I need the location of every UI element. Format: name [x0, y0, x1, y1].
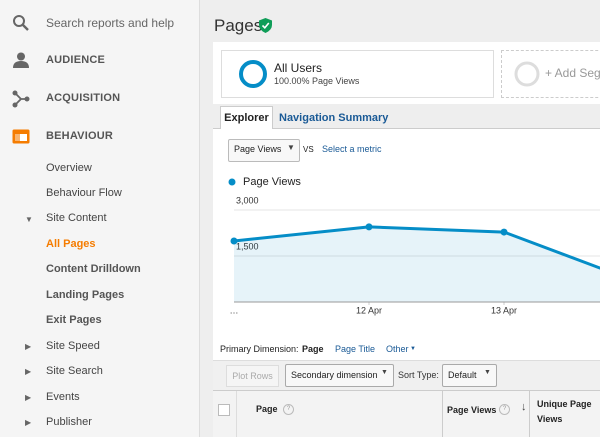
- verified-icon: [259, 18, 272, 33]
- select-metric[interactable]: Select a metric: [322, 144, 382, 154]
- column-divider: [529, 391, 530, 437]
- chart: 1,500 3,000 … 12 Apr 13 Apr: [230, 195, 600, 315]
- sort-dropdown[interactable]: [442, 364, 497, 387]
- legend-dot: [228, 178, 236, 186]
- search-input[interactable]: Search reports and help: [46, 16, 175, 30]
- dimension-label: Primary Dimension:: [220, 344, 299, 354]
- secondary-dimension[interactable]: [285, 364, 394, 387]
- plot-rows[interactable]: Plot Rows: [226, 365, 279, 387]
- secondary-dimension-label: Secondary dimension: [291, 370, 378, 380]
- main-panel: Pages All Users 100.00% Page Views + Add…: [200, 0, 600, 437]
- nav-behaviour[interactable]: BEHAVIOUR: [46, 130, 113, 142]
- nav-audience[interactable]: AUDIENCE: [46, 54, 106, 66]
- line: [233, 225, 600, 270]
- tab-explorer[interactable]: Explorer: [220, 106, 273, 129]
- add-segment-donut: [514, 61, 540, 87]
- help-icon[interactable]: ?: [499, 404, 510, 415]
- sidebar: Search reports and help AUDIENCE ACQUISI…: [0, 0, 200, 437]
- x-tick-label: 13 Apr: [491, 305, 517, 315]
- nav-acquisition[interactable]: ACQUISITION: [46, 92, 121, 104]
- caret-right: ▶: [25, 342, 32, 351]
- point: [230, 237, 238, 245]
- nav-landing-pages[interactable]: Landing Pages: [46, 289, 125, 301]
- nav-behaviour-flow[interactable]: Behaviour Flow: [46, 187, 122, 199]
- y-tick-label: 3,000: [236, 195, 259, 205]
- nav-exit-pages[interactable]: Exit Pages: [46, 314, 102, 326]
- dropdown-arrow: ▼: [287, 143, 295, 152]
- select-all-checkbox[interactable]: [218, 404, 230, 416]
- dropdown-arrow: ▼: [484, 369, 491, 376]
- add-segment[interactable]: + Add Segment: [545, 66, 600, 80]
- metric-dropdown[interactable]: [228, 139, 300, 162]
- nav-site-search[interactable]: Site Search: [46, 365, 103, 377]
- point: [365, 223, 373, 231]
- nav-overview[interactable]: Overview: [46, 162, 92, 174]
- x-tick-label: 12 Apr: [356, 305, 382, 315]
- dimension-page[interactable]: Page: [302, 344, 324, 354]
- nav-content-drilldown[interactable]: Content Drilldown: [46, 263, 141, 275]
- dimension-other[interactable]: Other: [386, 344, 409, 354]
- point: [500, 228, 508, 236]
- segment-detail: 100.00% Page Views: [274, 76, 360, 86]
- segment-name: All Users: [274, 61, 323, 75]
- sort-arrow: ↓: [521, 401, 527, 413]
- sort-value: Default: [448, 370, 477, 380]
- x-tick-label: …: [230, 305, 239, 315]
- page-title: Pages: [214, 16, 263, 35]
- column-divider: [442, 391, 443, 437]
- dimension-page-title[interactable]: Page Title: [335, 344, 376, 354]
- column-divider: [236, 391, 237, 437]
- dropdown-arrow: ▼: [381, 369, 388, 376]
- legend-label: Page Views: [243, 176, 301, 188]
- column-unique-page-views[interactable]: Unique Page Views: [537, 399, 592, 424]
- caret-right: ▶: [25, 393, 32, 402]
- other-arrow: ▼: [410, 346, 416, 352]
- nav-events[interactable]: Events: [46, 391, 80, 403]
- nav-site-content[interactable]: Site Content: [46, 212, 107, 224]
- metric-value: Page Views: [234, 144, 282, 154]
- tab-navigation-summary[interactable]: Navigation Summary: [279, 112, 389, 124]
- nav-all-pages[interactable]: All Pages: [46, 238, 96, 250]
- segment-card[interactable]: [221, 50, 494, 98]
- behaviour-icon: [12, 129, 30, 144]
- help-icon[interactable]: ?: [283, 404, 294, 415]
- caret-down: ▼: [25, 215, 33, 224]
- search-icon: [13, 15, 29, 31]
- column-page[interactable]: Page: [256, 404, 278, 414]
- segment-donut: [239, 60, 267, 88]
- caret-right: ▶: [25, 418, 32, 427]
- table-header: [213, 390, 600, 437]
- y-tick-label: 1,500: [236, 241, 259, 251]
- add-segment-card[interactable]: [501, 50, 600, 98]
- nav-publisher[interactable]: Publisher: [46, 416, 92, 428]
- vs-label: VS: [303, 145, 314, 154]
- audience-icon: [13, 52, 29, 68]
- nav-site-speed[interactable]: Site Speed: [46, 340, 100, 352]
- sort-label: Sort Type:: [398, 370, 439, 380]
- acquisition-icon: [12, 90, 30, 108]
- caret-right: ▶: [25, 367, 32, 376]
- column-page-views[interactable]: Page Views: [447, 405, 497, 415]
- area: [234, 226, 600, 302]
